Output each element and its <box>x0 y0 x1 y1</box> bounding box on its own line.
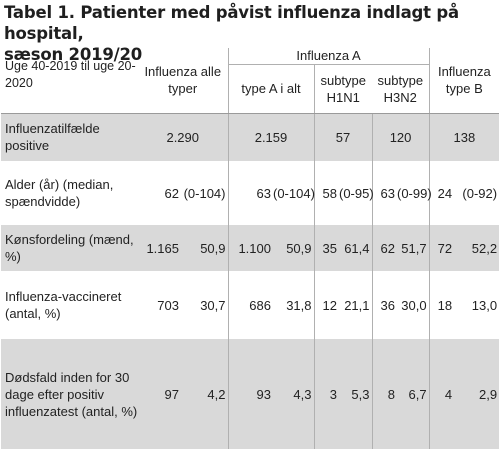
influenza-table: Uge 40-2019 til uge 20-2020 Influenza al… <box>1 48 500 449</box>
cell-h1n1-pct: 61,4 <box>339 225 372 271</box>
cell-type-b-pct: 52,2 <box>454 225 500 271</box>
cell-type-a-value: 686 <box>227 271 273 339</box>
cell-h3n2: 120 <box>371 113 430 161</box>
cell-all-pct: 50,9 <box>181 225 228 271</box>
type-b-header: Influenza type B <box>428 48 500 114</box>
table-row: Influenzatilfælde positive 2.290 2.159 5… <box>1 113 500 161</box>
cell-h3n2-value: 36 <box>371 271 397 339</box>
cell-all-pct: 4,2 <box>181 339 228 449</box>
table-row: Influenza-vaccineret (antal, %) 703 30,7… <box>1 271 499 339</box>
row-label: Kønsfordeling (mænd, %) <box>1 225 138 271</box>
table-row: Alder (år) (median, spændvidde) 62 (0-10… <box>1 161 499 225</box>
row-label: Alder (år) (median, spændvidde) <box>5 177 114 209</box>
cell-type-b-pct: 2,9 <box>454 339 500 449</box>
cell-all-value: 703 <box>157 297 179 313</box>
cell-type-a-value: 63 <box>227 161 273 225</box>
cell-all: 2.290 <box>138 113 228 161</box>
cell-type-a-pct: 50,9 <box>273 225 314 271</box>
cell-type-a: 2.159 <box>227 113 314 161</box>
cell-all-value: 1.165 <box>138 225 181 271</box>
cell-h3n2-pct: 30,0 <box>401 297 427 313</box>
cell-type-b-pct: 13,0 <box>471 297 498 313</box>
row-label: Influenzatilfælde positive <box>1 113 138 161</box>
cell-h1n1-value: 58 <box>313 161 339 225</box>
cell-h1n1-pct: 5,3 <box>339 339 372 449</box>
cell-h3n2-value: 62 <box>371 225 397 271</box>
cell-h3n2-pct: 51,7 <box>397 225 430 271</box>
h3n2-header: subtype H3N2 <box>372 64 430 114</box>
cell-h1n1-value: 12 <box>313 271 339 339</box>
cell-type-b-value: 24 <box>428 161 455 225</box>
cell-type-a-value: 1.100 <box>227 225 273 271</box>
cell-h3n2-range: (0-99) <box>397 185 432 201</box>
cell-all-pct: 30,7 <box>200 297 226 313</box>
cell-h1n1-value: 35 <box>313 225 339 271</box>
table-title-line-1: Tabel 1. Patienter med påvist influenza … <box>4 3 459 43</box>
influenza-a-header: Influenza A <box>227 48 430 65</box>
cell-type-b-range: (0-92) <box>462 185 498 201</box>
cell-type-a-value: 93 <box>227 339 273 449</box>
h1n1-header: subtype H1N1 <box>313 64 372 114</box>
cell-h1n1-pct: 21,1 <box>344 297 370 313</box>
cell-type-a-pct: 31,8 <box>286 297 312 313</box>
table-row: Kønsfordeling (mænd, %) 1.165 50,9 1.100… <box>1 225 500 271</box>
cell-h3n2-pct: 6,7 <box>397 339 430 449</box>
cell-type-a-range: (0-104) <box>273 185 315 201</box>
cell-h3n2-value: 63 <box>371 161 397 225</box>
table-row: Dødsfald inden for 30 dage efter positiv… <box>1 339 500 449</box>
period-header: Uge 40-2019 til uge 20-2020 <box>1 48 138 114</box>
all-types-header: Influenza alle typer <box>138 48 228 114</box>
cell-type-b: 138 <box>428 113 500 161</box>
cell-all-range: (0-104) <box>183 185 226 201</box>
cell-h1n1: 57 <box>313 113 372 161</box>
cell-type-b-value: 72 <box>428 225 455 271</box>
row-label: Influenza-vaccineret (antal, %) <box>5 289 122 321</box>
cell-h1n1-value: 3 <box>313 339 339 449</box>
cell-h1n1-range: (0-95) <box>339 185 374 201</box>
cell-all-value: 62 <box>164 185 179 201</box>
row-label: Dødsfald inden for 30 dage efter positiv… <box>1 339 138 449</box>
cell-type-a-pct: 4,3 <box>273 339 314 449</box>
cell-h3n2-value: 8 <box>371 339 397 449</box>
type-a-total-header: type A i alt <box>227 64 314 114</box>
cell-type-b-value: 18 <box>428 271 455 339</box>
cell-all-value: 97 <box>138 339 181 449</box>
cell-type-b-value: 4 <box>428 339 455 449</box>
